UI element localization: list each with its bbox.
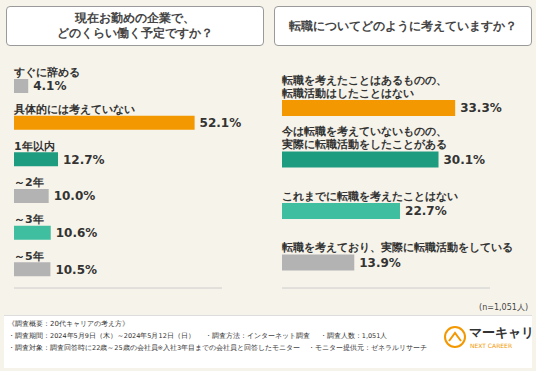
svg-text:30.1%: 30.1% [444,153,486,167]
html-text:・調査人数：1,051人: ・調査人数：1,051人 [319,332,388,340]
svg-text:実際に転職活動をしたことがある: 実際に転職活動をしたことがある [281,138,447,151]
html-text:・調査期間：2024年5月9日（木）～2024年5月12日（: ・調査期間：2024年5月9日（木）～2024年5月12日（日） [8,332,195,340]
html-text:どのくらい働く予定ですか？: どのくらい働く予定ですか？ [57,26,213,40]
html-text:・調査方法：インターネット調査: ・調査方法：インターネット調査 [204,332,310,340]
svg-text:～5年: ～5年 [14,250,44,263]
svg-text:今は転職を考えていないものの、: 今は転職を考えていないものの、 [281,125,447,138]
svg-text:12.7%: 12.7% [63,153,105,167]
html-text:マーキャリ: マーキャリ [469,325,534,340]
html-text:《調査概要：20代キャリアの考え方》: 《調査概要：20代キャリアの考え方》 [8,320,129,328]
svg-text:転職を考えたことはあるものの、: 転職を考えたことはあるものの、 [281,74,447,87]
html-text:現在お勤めの企業で、: 現在お勤めの企業で、 [75,11,195,25]
svg-text:4.1%: 4.1% [33,79,66,93]
svg-text:10.6%: 10.6% [56,226,98,240]
svg-text:これまでに転職を考えたことはない: これまでに転職を考えたことはない [282,190,458,203]
svg-text:52.1%: 52.1% [200,116,242,130]
html-text:・調査対象：調査回答時に22歳～25歳の会社員※入社3年目ま: ・調査対象：調査回答時に22歳～25歳の会社員※入社3年目までの会社員と回答した… [8,344,301,352]
svg-text:10.5%: 10.5% [55,263,97,277]
svg-text:転職活動はしたことはない: 転職活動はしたことはない [281,87,414,100]
html-text:転職についてどのように考えていますか？: 転職についてどのように考えていますか？ [289,18,517,33]
svg-text:～2年: ～2年 [14,176,44,189]
svg-text:すぐに辞める: すぐに辞める [13,66,80,79]
html-text:・モニター提供元：ゼネラルリサーチ: ・モニター提供元：ゼネラルリサーチ [308,344,428,352]
svg-text:1年以内: 1年以内 [14,140,55,153]
svg-text:22.7%: 22.7% [405,204,447,218]
svg-text:13.9%: 13.9% [359,256,401,270]
svg-text:33.3%: 33.3% [460,101,502,115]
svg-text:～3年: ～3年 [14,213,44,226]
svg-text:転職を考えており、実際に転職活動をしている: 転職を考えており、実際に転職活動をしている [281,241,513,254]
html-text:(n=1,051人): (n=1,051人) [479,303,528,312]
html-text:NEXT CAREER: NEXT CAREER [470,342,513,349]
svg-text:10.0%: 10.0% [54,189,96,203]
svg-text:具体的には考えていない: 具体的には考えていない [13,103,135,116]
